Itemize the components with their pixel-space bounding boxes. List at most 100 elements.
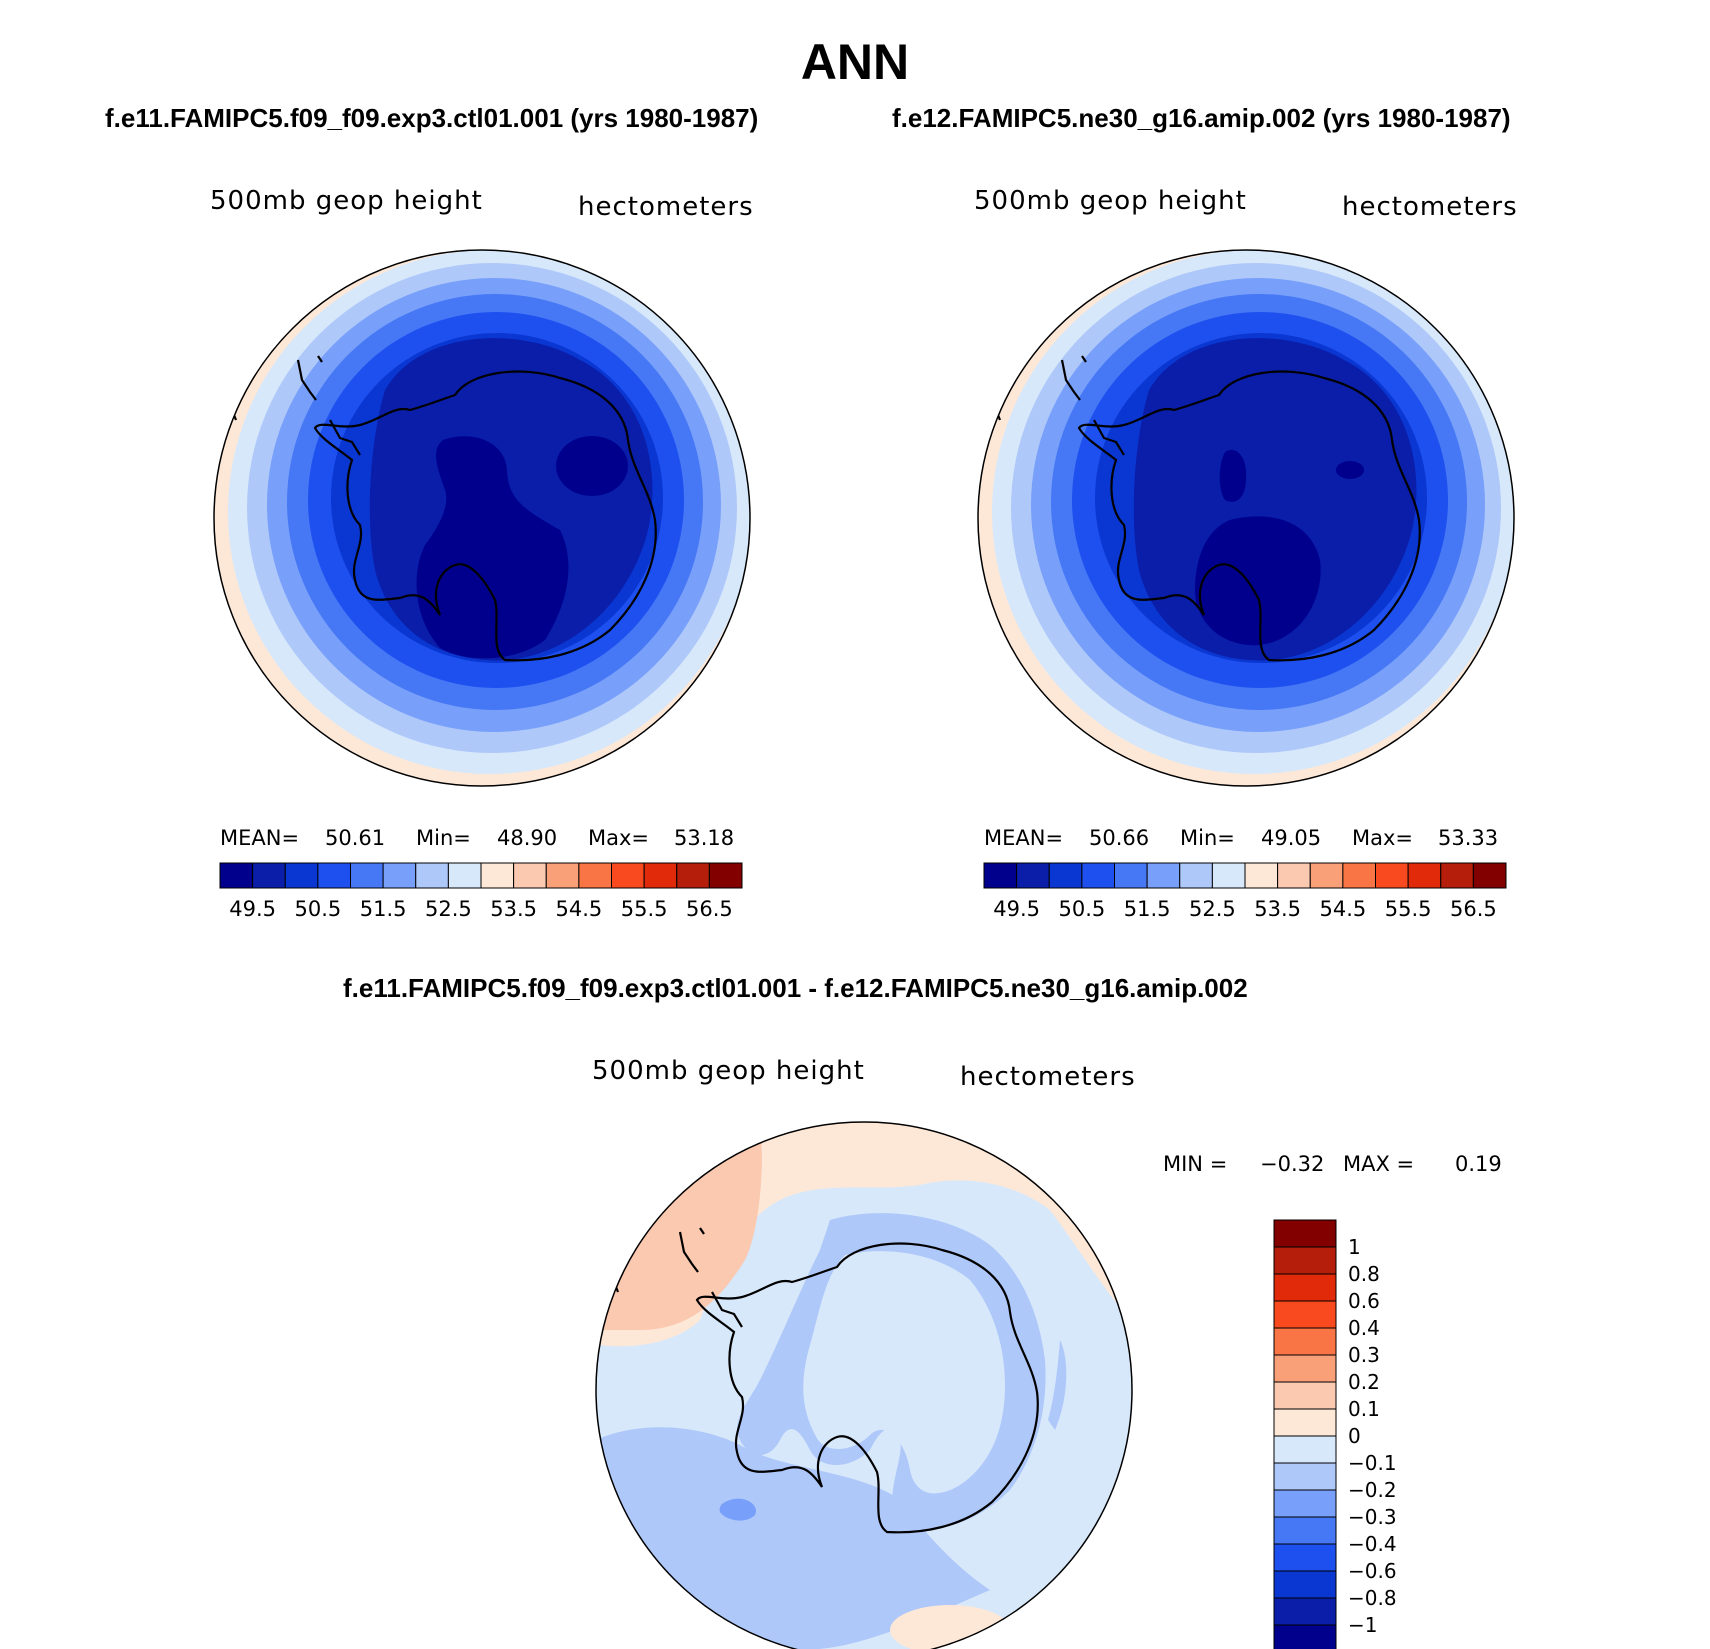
panel-1-colorbar-swatch — [415, 862, 449, 889]
difference-colorbar-tick-label: −0.6 — [1348, 1559, 1397, 1583]
panel-2-colorbar-swatch — [1375, 862, 1409, 889]
figure-title: ANN — [800, 34, 910, 90]
panel-1-colorbar-tick-label: 49.5 — [229, 897, 276, 921]
difference-colorbar-tick-label: 0.8 — [1348, 1262, 1380, 1286]
difference-coastline — [612, 1227, 1039, 1534]
panel-2-min-label: Min= — [1180, 826, 1235, 850]
panel-1-colorbar-tick-label: 51.5 — [360, 897, 407, 921]
panel-2-colorbar-swatch — [1048, 862, 1083, 889]
panel-1-variable-label: 500mb geop height — [210, 186, 483, 216]
panel-2-colorbar-tick-label: 52.5 — [1189, 897, 1236, 921]
panel-1-colorbar-tick-label: 53.5 — [490, 897, 537, 921]
difference-colorbar-swatch — [1273, 1624, 1337, 1649]
difference-colorbar-tick-label: 0.2 — [1348, 1370, 1380, 1394]
difference-colorbar-swatch — [1273, 1597, 1337, 1626]
panel-2-colorbar-tick-label: 53.5 — [1254, 897, 1301, 921]
difference-colorbar-swatch — [1273, 1516, 1337, 1545]
panel-2-colorbar-swatch — [1407, 862, 1442, 889]
difference-colorbar-tick-label: 1 — [1348, 1235, 1361, 1259]
difference-colorbar-tick-label: 0.6 — [1348, 1289, 1380, 1313]
panel-1-colorbar-swatch — [578, 862, 612, 889]
panel-2-colorbar-swatch — [1016, 862, 1050, 889]
panel-1-colorbar-swatch — [219, 862, 254, 889]
panel-1-units-label: hectometers — [578, 192, 754, 222]
panel-1-colorbar-swatch — [252, 862, 286, 889]
panel-1-colorbar-swatch — [447, 862, 482, 889]
panel-1-colorbar-swatch — [350, 862, 384, 889]
panel-1-map-border — [213, 249, 751, 787]
panel-2-min-value: 49.05 — [1261, 826, 1322, 850]
panel-1-max-value: 53.18 — [674, 826, 735, 850]
panel-2-colorbar-swatch — [1114, 862, 1148, 889]
panel-2-variable-label: 500mb geop height — [974, 186, 1247, 216]
difference-colorbar-swatch — [1273, 1273, 1337, 1302]
panel-1-min-label: Min= — [416, 826, 471, 850]
panel-2-colorbar-tick-label: 50.5 — [1058, 897, 1105, 921]
panel-2-colorbar-tick-label: 56.5 — [1450, 897, 1497, 921]
panel-1-colorbar-swatch — [284, 862, 319, 889]
panel-2-map-border — [977, 249, 1515, 787]
panel-2-colorbar-swatch — [1146, 862, 1181, 889]
panel-1-colorbar-swatch — [611, 862, 645, 889]
difference-colorbar-tick-label: 0.4 — [1348, 1316, 1380, 1340]
difference-colorbar-tick-label: −0.3 — [1348, 1505, 1397, 1529]
panel-2-colorbar-swatch — [983, 862, 1018, 889]
panel-2-mean-label: MEAN= — [984, 826, 1064, 850]
difference-colorbar-tick-label: −0.8 — [1348, 1586, 1397, 1610]
panel-1-coastline — [230, 355, 657, 662]
difference-variable-label: 500mb geop height — [592, 1056, 865, 1086]
difference-map-border — [595, 1121, 1133, 1649]
panel-2-colorbar-tick-label: 49.5 — [993, 897, 1040, 921]
difference-colorbar-swatch — [1273, 1570, 1337, 1599]
panel-2-colorbar-swatch — [1309, 862, 1344, 889]
difference-colorbar-swatch — [1273, 1489, 1337, 1518]
panel-2-max-label: Max= — [1352, 826, 1414, 850]
panel-1-colorbar-tick-label: 54.5 — [555, 897, 602, 921]
panel-1-mean-label: MEAN= — [220, 826, 300, 850]
difference-max-value: 0.19 — [1455, 1152, 1502, 1176]
difference-colorbar-swatch — [1273, 1354, 1337, 1383]
panel-2-colorbar-tick-label: 51.5 — [1124, 897, 1171, 921]
panel-1-map — [214, 250, 750, 786]
difference-colorbar-swatch — [1273, 1408, 1337, 1437]
panel-1-max-label: Max= — [588, 826, 650, 850]
panel-2-colorbar-swatch — [1244, 862, 1279, 889]
difference-colorbar-tick-label: −1 — [1348, 1613, 1377, 1637]
panel-2-colorbar-swatch — [1440, 862, 1474, 889]
difference-colorbar-swatch — [1273, 1435, 1337, 1464]
difference-min-value: −0.32 — [1260, 1152, 1325, 1176]
panel-1-colorbar-tick-label: 56.5 — [686, 897, 733, 921]
difference-min-label: MIN = — [1163, 1152, 1228, 1176]
difference-colorbar-swatch — [1273, 1219, 1337, 1248]
panel-1-colorbar-tick-label: 52.5 — [425, 897, 472, 921]
difference-colorbar-tick-label: 0 — [1348, 1424, 1361, 1448]
panel-1-min-value: 48.90 — [497, 826, 558, 850]
panel-1-colorbar-swatch — [317, 862, 351, 889]
panel-1-colorbar-tick-label: 50.5 — [294, 897, 341, 921]
difference-colorbar-swatch — [1273, 1543, 1337, 1572]
difference-units-label: hectometers — [960, 1062, 1136, 1092]
difference-colorbar: 1 0.8 0.6 0.4 0.3 0.2 0.1 0 −0.1 −0.2 −0.3 −0.4 −0.6… — [1273, 1219, 1397, 1649]
panel-2-colorbar-swatch — [1081, 862, 1115, 889]
panel-2-map — [978, 250, 1514, 786]
panel-2-colorbar-swatch — [1342, 862, 1376, 889]
difference-colorbar-tick-label: −0.2 — [1348, 1478, 1397, 1502]
panel-1-colorbar: 49.5 50.5 51.5 52.5 53.5 54.5 55.5 56.5 — [219, 862, 743, 921]
difference-title: f.e11.FAMIPC5.f09_f09.exp3.ctl01.001 - f… — [343, 973, 1248, 1003]
panel-1-colorbar-swatch — [382, 862, 417, 889]
difference-map — [596, 1122, 1132, 1649]
panel-1-colorbar-swatch — [708, 862, 743, 889]
panel-1-colorbar-swatch — [513, 862, 547, 889]
panel-1-colorbar-swatch — [676, 862, 710, 889]
panel-2-colorbar-swatch — [1211, 862, 1246, 889]
panel-2-case-title: f.e12.FAMIPC5.ne30_g16.amip.002 (yrs 198… — [892, 103, 1511, 133]
panel-2-colorbar-tick-label: 54.5 — [1319, 897, 1366, 921]
difference-colorbar-tick-label: 0.3 — [1348, 1343, 1380, 1367]
panel-2-colorbar-swatch — [1179, 862, 1213, 889]
panel-2-colorbar-swatch — [1472, 862, 1507, 889]
panel-1-colorbar-swatch — [545, 862, 580, 889]
panel-2-colorbar: 49.5 50.5 51.5 52.5 53.5 54.5 55.5 56.5 — [983, 862, 1507, 921]
difference-colorbar-tick-label: −0.4 — [1348, 1532, 1397, 1556]
panel-1-colorbar-swatch — [643, 862, 678, 889]
